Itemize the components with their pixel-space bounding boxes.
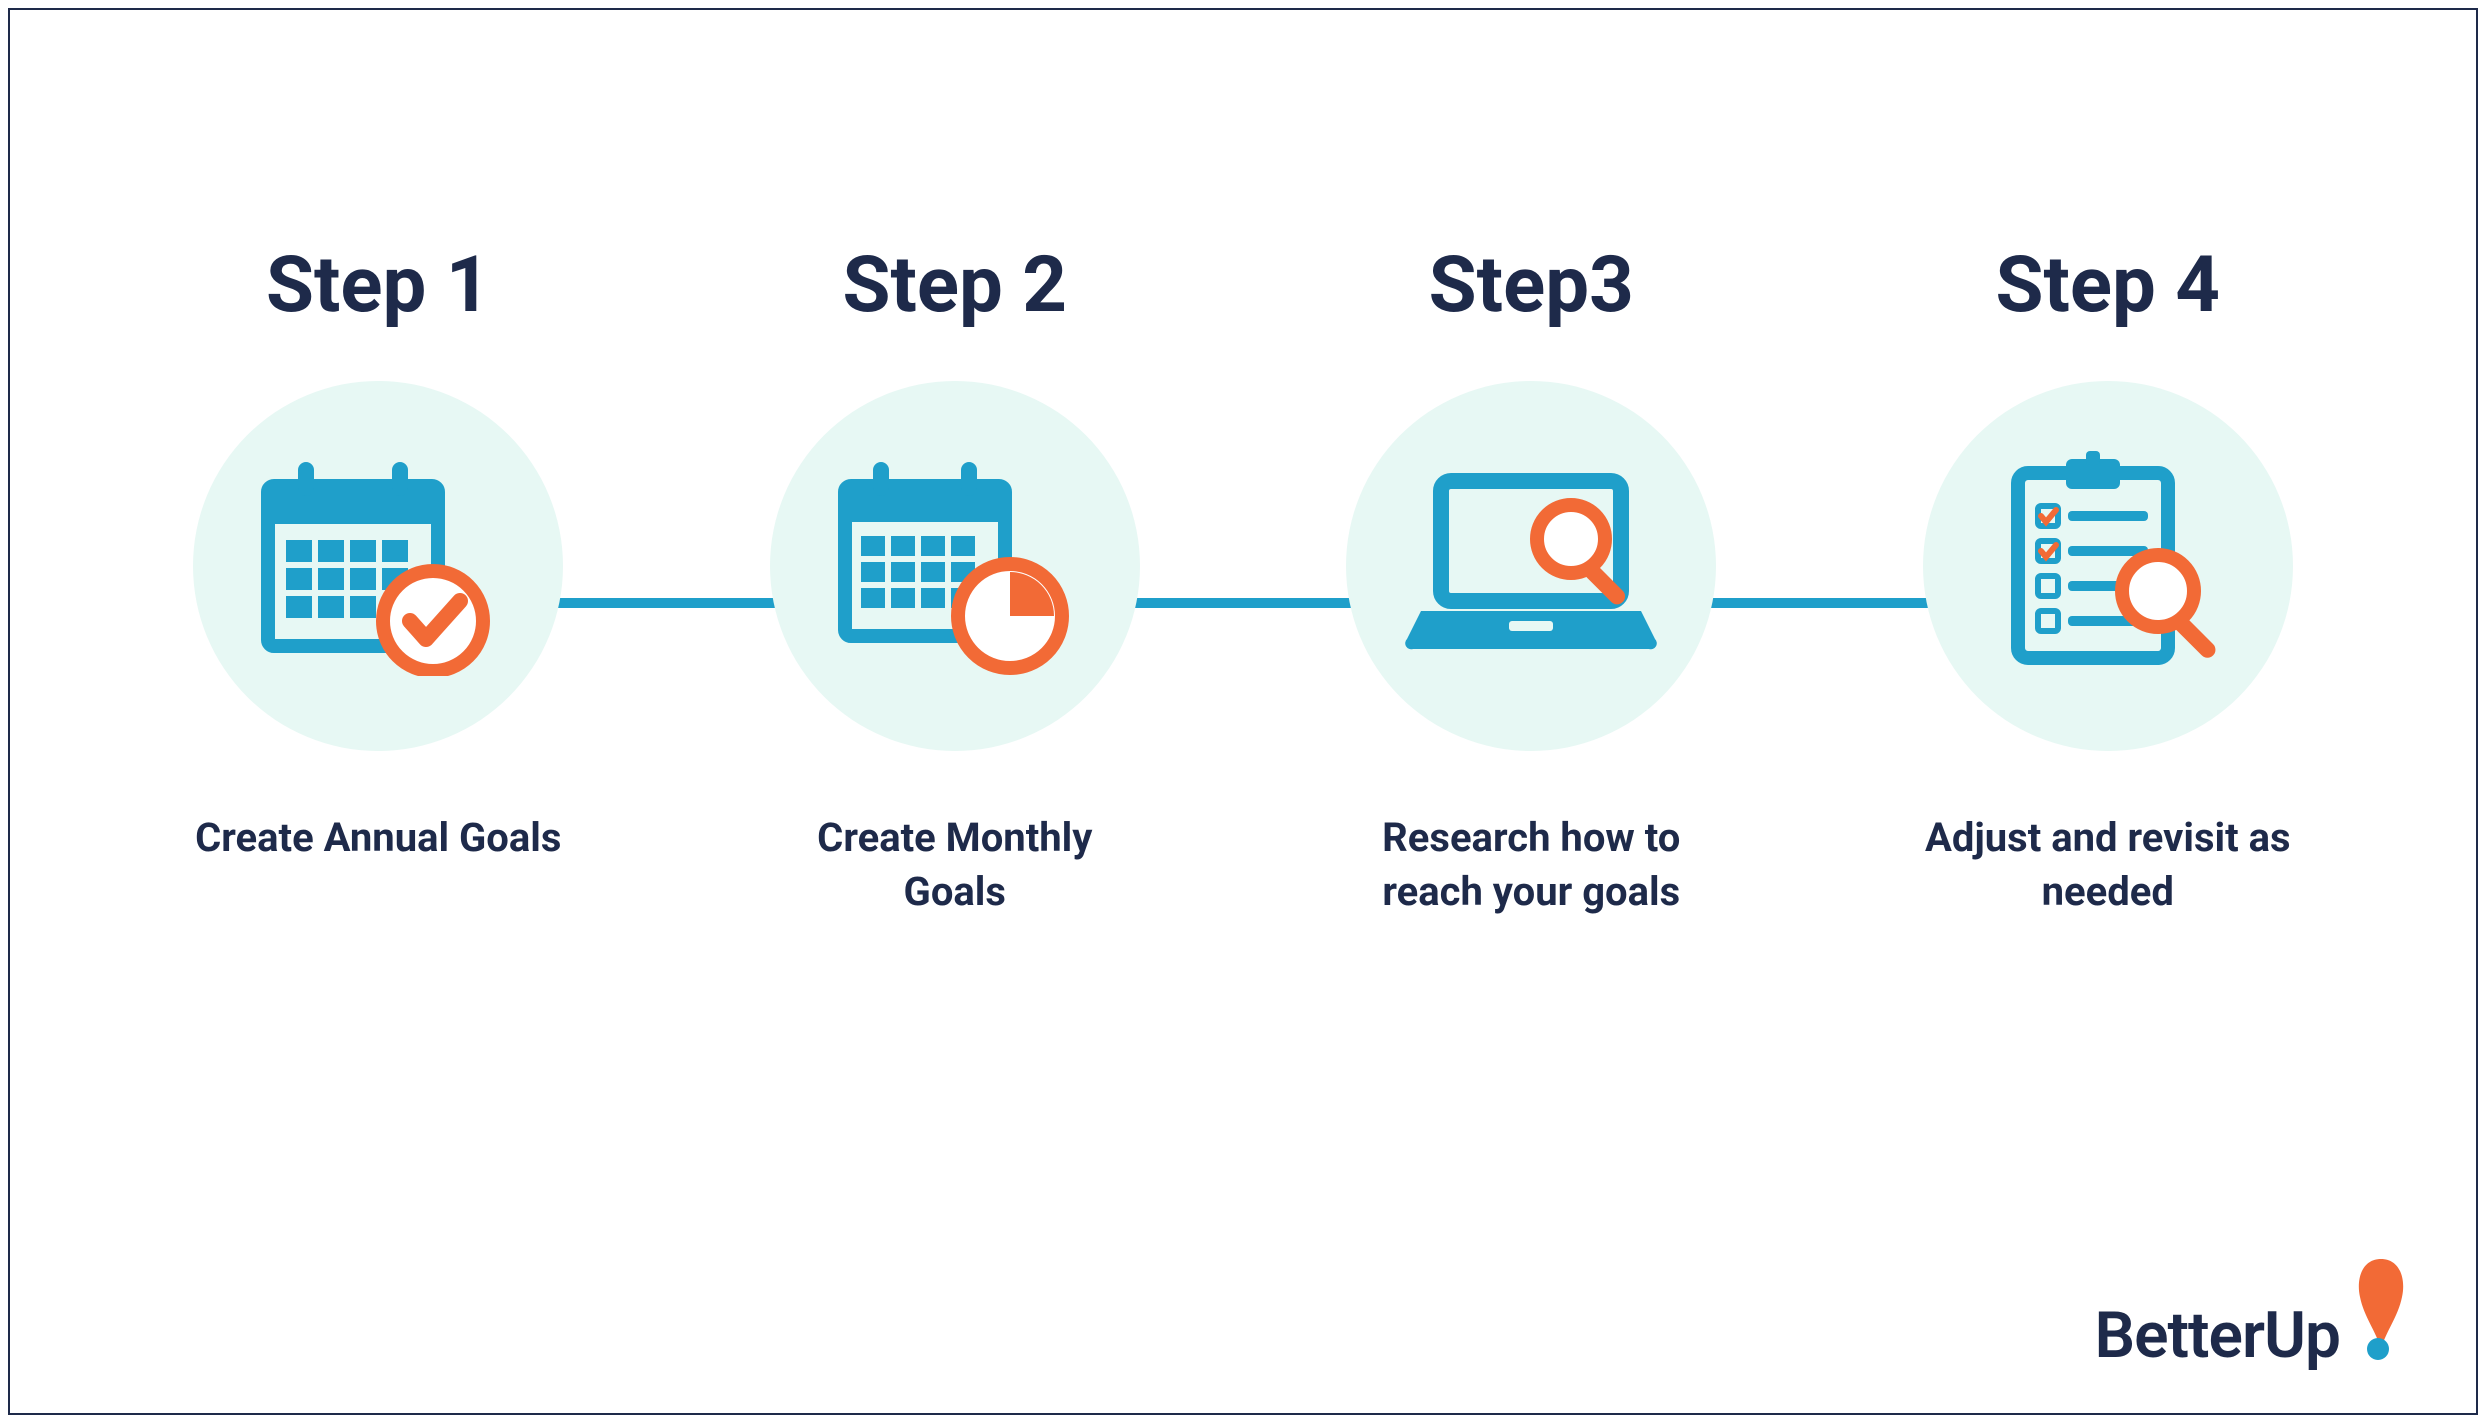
step-4-label: Adjust and revisit as needed (1918, 811, 2298, 919)
step-1-circle (193, 381, 563, 751)
clipboard-search-icon (1988, 451, 2228, 681)
calendar-check-icon (258, 456, 498, 676)
step-2-title: Step 2 (842, 240, 1067, 331)
step-4-circle (1923, 381, 2293, 751)
step-1-title: Step 1 (266, 240, 491, 331)
step-4: Step 4 (1898, 240, 2318, 919)
brand-logo-mark-icon (2346, 1253, 2416, 1363)
step-3: Step3 Research how to reach your goals (1321, 240, 1741, 919)
step-3-label: Research how to reach your goals (1341, 811, 1721, 919)
step-4-title: Step 4 (1995, 240, 2220, 331)
step-3-circle (1346, 381, 1716, 751)
step-1: Step 1 (168, 240, 588, 865)
step-2: Step 2 Create Monthly Go (745, 240, 1165, 919)
calendar-clock-icon (835, 456, 1075, 676)
infographic-frame: Step 1 (8, 8, 2478, 1415)
laptop-search-icon (1401, 461, 1661, 671)
step-1-label: Create Annual Goals (195, 811, 561, 865)
step-2-circle (770, 381, 1140, 751)
step-3-title: Step3 (1429, 240, 1634, 331)
brand-logo: BetterUp (2094, 1253, 2416, 1373)
steps-row: Step 1 (10, 240, 2476, 919)
step-2-label: Create Monthly Goals (765, 811, 1145, 919)
brand-logo-text: BetterUp (2094, 1298, 2340, 1373)
